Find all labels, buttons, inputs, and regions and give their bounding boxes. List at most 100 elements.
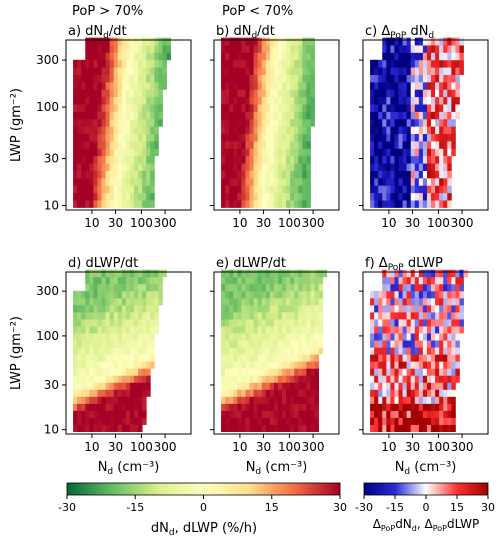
heatmap-cell	[269, 333, 275, 341]
heatmap-cell	[318, 297, 324, 306]
heatmap-cell	[294, 389, 299, 397]
heatmap-cell	[225, 52, 230, 61]
heatmap-cell	[253, 170, 259, 179]
heatmap-cell	[237, 340, 242, 348]
heatmap-cell	[431, 185, 436, 194]
heatmap-cell	[89, 290, 94, 299]
heatmap-cell	[265, 361, 271, 369]
heatmap-cell	[229, 410, 234, 418]
heatmap-cell	[294, 118, 299, 127]
heatmap-cell	[451, 89, 456, 98]
heatmap-cell	[298, 89, 303, 98]
heatmap-cell	[233, 347, 238, 355]
heatmap-cell	[286, 37, 291, 46]
heatmap-cell	[101, 396, 106, 404]
x-tick-label: 10	[381, 440, 396, 454]
heatmap-cell	[435, 311, 440, 320]
heatmap-cell	[370, 319, 375, 327]
heatmap-cell	[290, 424, 295, 432]
heatmap-cell	[129, 133, 135, 142]
heatmap-cell	[85, 170, 90, 179]
heatmap-cell	[382, 177, 387, 186]
heatmap-cell	[257, 81, 263, 90]
heatmap-cell	[398, 185, 403, 194]
heatmap-cell	[261, 111, 267, 120]
heatmap-cell	[447, 200, 452, 208]
heatmap-cell	[306, 382, 311, 390]
heatmap-cell	[229, 37, 234, 46]
heatmap-cell	[85, 200, 90, 208]
heatmap-cell	[134, 67, 139, 75]
heatmap-cell	[249, 81, 254, 90]
plot-frame	[362, 271, 489, 435]
heatmap-cell	[302, 111, 307, 120]
heatmap-cell	[294, 276, 299, 285]
heatmap-cell	[422, 368, 428, 376]
heatmap-cell	[138, 403, 143, 411]
heatmap-cell	[426, 354, 432, 362]
heatmap-cell	[431, 417, 436, 425]
heatmap-cell	[253, 200, 259, 208]
heatmap-cell	[257, 67, 263, 75]
heatmap-cell	[162, 269, 167, 278]
heatmap-cell	[109, 283, 115, 292]
heatmap-cell	[129, 389, 135, 397]
heatmap-cell	[282, 67, 287, 75]
heatmap-cell	[306, 389, 311, 397]
heatmap-cell	[410, 52, 416, 61]
heatmap-cell	[426, 269, 432, 278]
heatmap-cell	[443, 375, 448, 383]
heatmap-cell	[150, 361, 155, 369]
x-tick-label: 10	[232, 440, 247, 454]
heatmap-cell	[310, 375, 315, 383]
heatmap-cell	[117, 74, 123, 83]
heatmap-cell	[298, 118, 303, 127]
heatmap-cell	[134, 52, 139, 61]
heatmap-cell	[273, 276, 279, 285]
heatmap-cell	[414, 389, 420, 397]
heatmap-cell	[245, 81, 250, 90]
heatmap-cell	[269, 192, 275, 201]
heatmap-cell	[241, 89, 246, 98]
heatmap-cell	[142, 276, 147, 285]
heatmap-cell	[89, 396, 94, 404]
heatmap-cell	[422, 89, 428, 98]
heatmap-cell	[286, 96, 291, 105]
heatmap-cell	[138, 276, 143, 285]
heatmap-cell	[418, 170, 424, 179]
heatmap-cell	[455, 111, 460, 120]
heatmap-cell	[382, 59, 387, 68]
heatmap-cell	[225, 333, 230, 341]
heatmap-cell	[277, 37, 283, 46]
heatmap-cell	[402, 347, 408, 355]
heatmap-cell	[439, 52, 444, 61]
heatmap-cell	[431, 200, 436, 208]
heatmap-cell	[431, 52, 436, 61]
heatmap-cell	[113, 133, 119, 142]
heatmap-cell	[121, 347, 127, 355]
heatmap-cell	[422, 148, 428, 157]
heatmap-cell	[277, 81, 283, 90]
heatmap-cell	[418, 192, 424, 201]
heatmap-cell	[109, 59, 115, 68]
heatmap-cell	[390, 375, 395, 383]
heatmap-cell	[451, 104, 456, 112]
heatmap-cell	[414, 192, 420, 201]
heatmap-cell	[97, 403, 102, 411]
heatmap-cell	[97, 111, 102, 120]
heatmap-cell	[410, 283, 416, 292]
heatmap-cell	[257, 111, 263, 120]
heatmap-cell	[146, 354, 151, 362]
heatmap-cell	[77, 148, 82, 157]
heatmap-cell	[245, 333, 250, 341]
heatmap-cell	[402, 45, 408, 53]
heatmap-cell	[390, 81, 395, 90]
heatmap-cell	[265, 319, 271, 327]
heatmap-cell	[443, 304, 448, 313]
heatmap-cell	[81, 111, 86, 120]
heatmap-cell	[129, 283, 135, 292]
heatmap-cell	[431, 304, 436, 313]
heatmap-cell	[162, 37, 167, 46]
heatmap-cell	[142, 200, 147, 208]
heatmap-cell	[370, 67, 375, 75]
